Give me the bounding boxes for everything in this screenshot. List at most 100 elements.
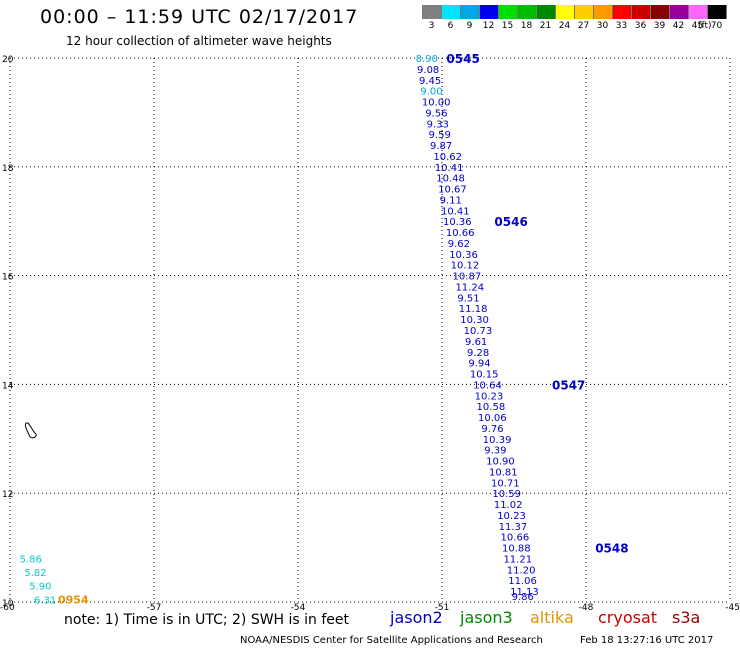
swh-value: 10.48 xyxy=(436,174,465,185)
page-title: 00:00 – 11:59 UTC 02/17/2017 xyxy=(40,6,359,28)
swh-value: 11.37 xyxy=(499,522,528,533)
pass-time-label: 0548 xyxy=(595,542,628,556)
swh-value: 9.00 xyxy=(420,87,442,98)
lat-tick-label: 18 xyxy=(2,164,14,174)
swh-value: 10.88 xyxy=(502,544,531,555)
swh-value: 9.56 xyxy=(425,108,447,119)
scale-swatch xyxy=(556,5,575,19)
swh-value: 9.33 xyxy=(427,119,449,130)
lat-tick-label: 16 xyxy=(2,273,14,283)
swh-value: 10.81 xyxy=(489,467,518,478)
lat-tick-label: 20 xyxy=(2,55,14,65)
pass-time-label: 0954 xyxy=(58,593,89,606)
scale-label: 12 xyxy=(482,21,495,31)
swh-value: 10.64 xyxy=(473,380,502,391)
island-outline xyxy=(25,422,37,439)
lat-tick-label: 14 xyxy=(2,381,14,391)
color-scale-labels: 3 6 9 12 15 18 21 24 27 30 33 36 39 42 45 70 xyxy=(422,21,726,31)
scale-label: 42 xyxy=(672,21,685,31)
swh-value: 10.66 xyxy=(501,533,530,544)
secondary-track: 5.86 5.82 5.90 6.31 0954 xyxy=(20,554,89,606)
swh-value: 10.36 xyxy=(443,217,472,228)
swh-value: 11.20 xyxy=(507,565,536,576)
swh-value: 10.71 xyxy=(491,478,520,489)
swh-value: 9.28 xyxy=(467,348,489,359)
jason2-track: 8.909.089.459.0010.009.569.339.599.8710.… xyxy=(416,52,629,603)
lon-tick-label: -45 xyxy=(725,603,740,613)
pass-time-label: 0547 xyxy=(552,378,585,392)
swh-value: 6.31 xyxy=(34,595,56,606)
swh-value: 9.59 xyxy=(429,130,451,141)
lat-tick-label: 12 xyxy=(2,490,13,500)
scale-swatch xyxy=(689,5,708,19)
scale-swatch xyxy=(499,5,518,19)
swh-value: 10.73 xyxy=(464,326,493,337)
scale-label: 39 xyxy=(653,21,666,31)
swh-value: 5.90 xyxy=(29,582,51,593)
swh-value: 10.00 xyxy=(422,98,451,109)
scale-swatch xyxy=(537,5,556,19)
swh-value: 10.36 xyxy=(449,250,478,261)
pass-time-label: 0546 xyxy=(494,215,527,229)
footer-note: note: 1) Time is in UTC; 2) SWH is in fe… xyxy=(64,612,350,628)
scale-swatch xyxy=(575,5,594,19)
satellite-legend-item: cryosat xyxy=(598,608,658,627)
swh-value: 9.61 xyxy=(465,337,487,348)
scale-label: 21 xyxy=(539,21,552,31)
scale-label: 9 xyxy=(466,21,473,31)
scale-label: 33 xyxy=(615,21,628,31)
swh-value: 9.87 xyxy=(430,141,452,152)
lon-tick-label: -57 xyxy=(147,603,162,613)
scale-label: 36 xyxy=(634,21,647,31)
scale-label: 24 xyxy=(558,21,571,31)
scale-label: 15 xyxy=(501,21,514,31)
satellite-legend-item: altika xyxy=(530,608,574,627)
swh-value: 11.02 xyxy=(494,500,523,511)
swh-value: 10.23 xyxy=(497,511,526,522)
swh-value: 10.87 xyxy=(453,272,482,283)
swh-value: 10.41 xyxy=(435,163,464,174)
swh-value: 11.13 xyxy=(510,587,539,598)
scale-label: 18 xyxy=(520,21,533,31)
swh-value: 10.15 xyxy=(470,370,499,381)
scale-label: 30 xyxy=(596,21,609,31)
swh-value: 10.66 xyxy=(446,228,475,239)
swh-value: 9.45 xyxy=(419,76,441,87)
swh-value: 10.39 xyxy=(483,435,512,446)
scale-swatch xyxy=(461,5,480,19)
scale-label: 3 xyxy=(428,21,435,31)
swh-value: 10.58 xyxy=(477,402,506,413)
scale-unit-label: (ft) xyxy=(698,21,712,31)
swh-value: 10.67 xyxy=(438,185,467,196)
satellite-legend-item: s3a xyxy=(672,608,701,627)
scale-swatch xyxy=(670,5,689,19)
scale-label: 27 xyxy=(577,21,590,31)
swh-value: 9.62 xyxy=(448,239,470,250)
lon-tick-label: -51 xyxy=(435,603,450,613)
swh-value: 11.06 xyxy=(508,576,537,587)
swh-value: 10.12 xyxy=(451,261,480,272)
swh-value: 9.86 xyxy=(512,592,534,603)
satellite-legend-item: jason2 xyxy=(390,608,443,627)
lon-tick-label: -48 xyxy=(579,603,594,613)
swh-value: 9.94 xyxy=(468,359,490,370)
swh-value: 10.30 xyxy=(460,315,489,326)
swh-value: 9.51 xyxy=(457,293,479,304)
swh-value: 10.41 xyxy=(441,206,470,217)
swh-value: 10.59 xyxy=(492,489,521,500)
pass-time-label: 0545 xyxy=(446,52,479,66)
swh-value: 11.21 xyxy=(503,554,532,565)
swh-value: 10.62 xyxy=(433,152,462,163)
swh-value: 10.06 xyxy=(478,413,507,424)
scale-swatch xyxy=(480,5,499,19)
scale-swatch xyxy=(632,5,651,19)
swh-value: 9.11 xyxy=(440,195,462,206)
scale-swatch xyxy=(651,5,670,19)
scale-label: 6 xyxy=(447,21,454,31)
swh-value: 5.82 xyxy=(24,568,46,579)
swh-value: 5.86 xyxy=(20,554,42,565)
scale-swatch xyxy=(422,5,442,19)
scale-swatch xyxy=(594,5,613,19)
